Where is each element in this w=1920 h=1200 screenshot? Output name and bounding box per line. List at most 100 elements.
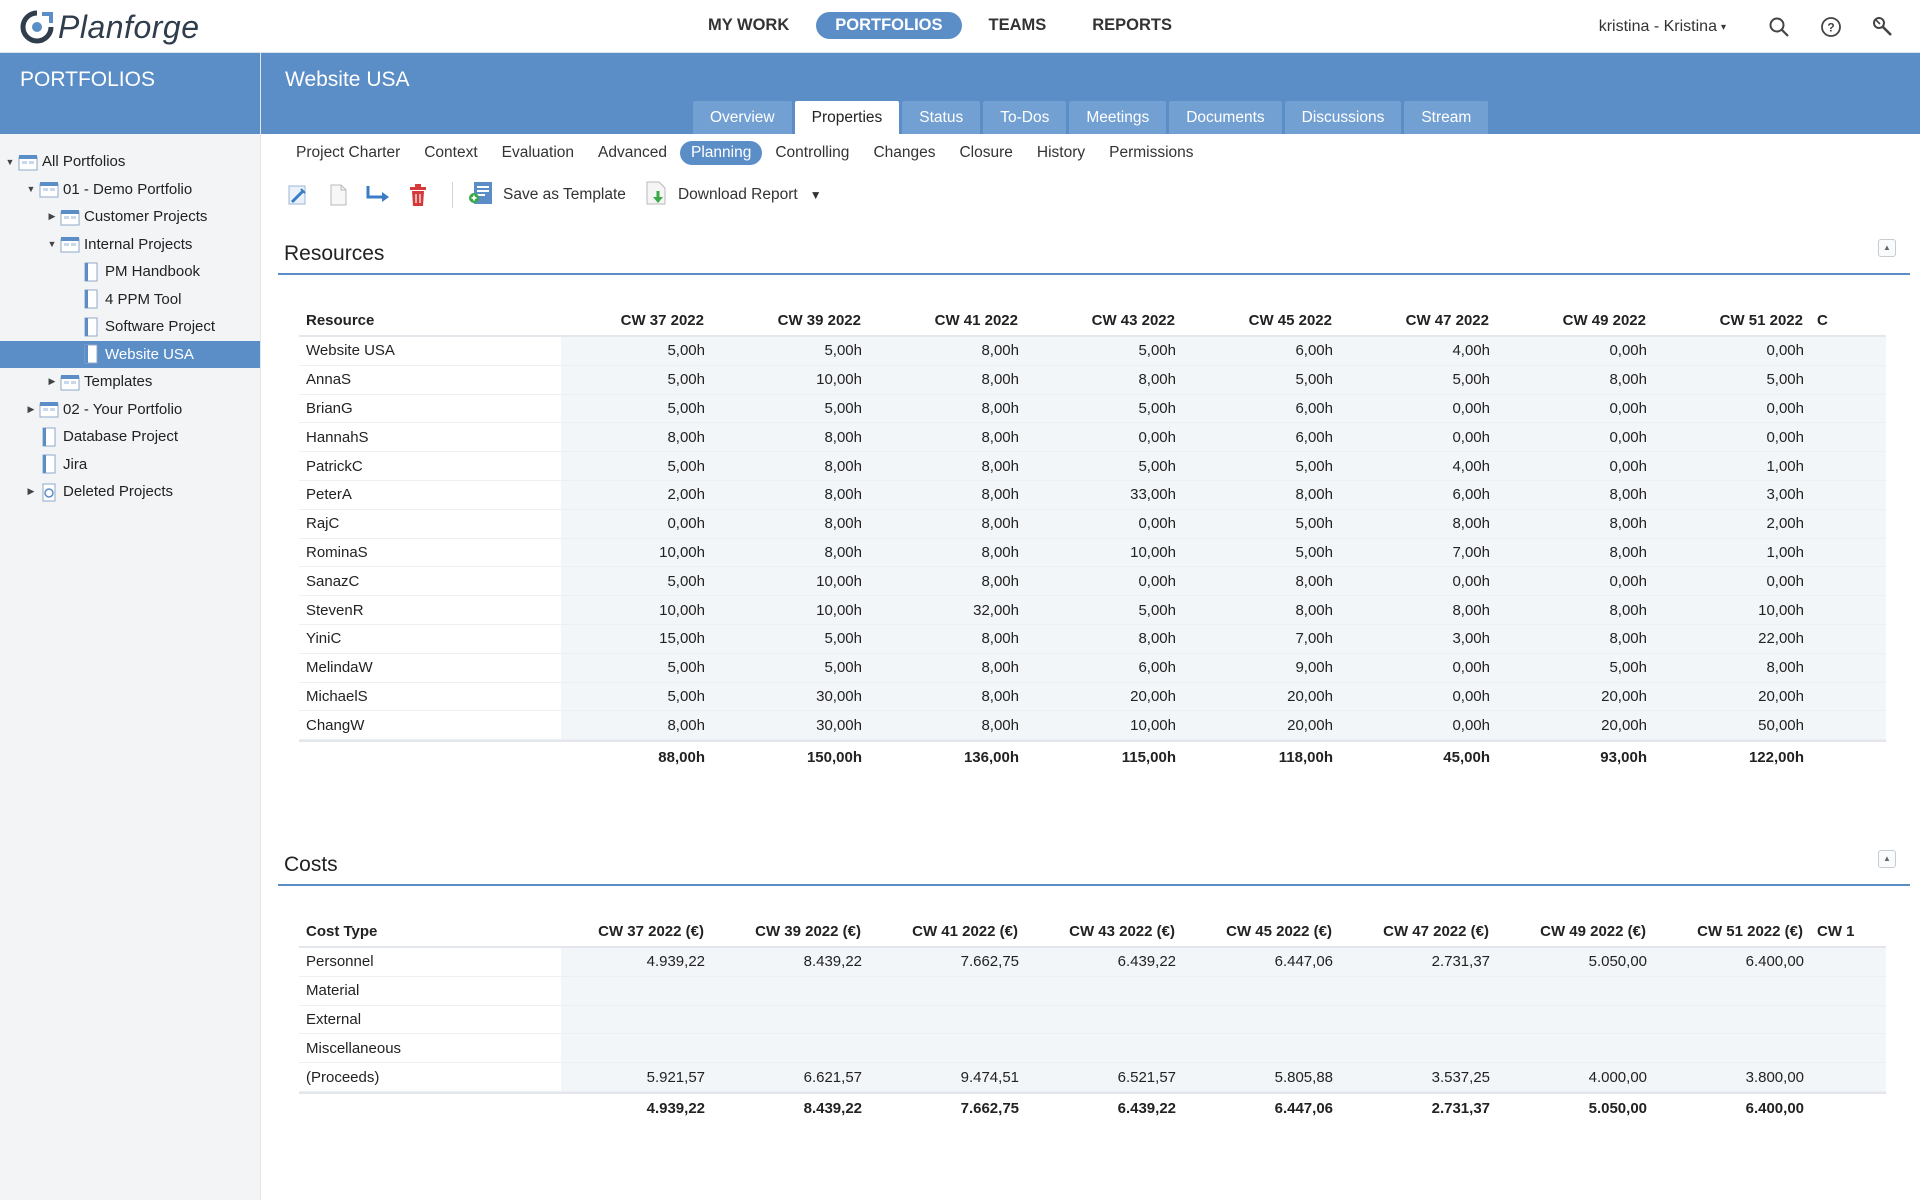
- tree-item-01-demo-portfolio[interactable]: ▼ 01 - Demo Portfolio: [0, 176, 260, 204]
- cell-value[interactable]: 8,00h: [875, 342, 1032, 360]
- cell-value[interactable]: 0,00h: [1346, 659, 1503, 677]
- download-report-button[interactable]: Download Report ▼: [644, 179, 822, 212]
- cell-value[interactable]: 2,00h: [1660, 515, 1817, 533]
- tree-item-deleted-projects[interactable]: ▶ Deleted Projects: [0, 478, 260, 506]
- cell-value[interactable]: 5,00h: [1032, 399, 1189, 417]
- cell-value[interactable]: 10,00h: [1032, 543, 1189, 561]
- cell-value[interactable]: 50,00h: [1660, 716, 1817, 734]
- cell-value[interactable]: 5,00h: [1032, 342, 1189, 360]
- cell-value[interactable]: 4,00h: [1346, 457, 1503, 475]
- cell-value[interactable]: 8,00h: [561, 428, 718, 446]
- help-icon[interactable]: ?: [1816, 14, 1846, 40]
- cell-value[interactable]: 0,00h: [1660, 572, 1817, 590]
- cell-value[interactable]: 8,00h: [1503, 630, 1660, 648]
- cell-value[interactable]: 0,00h: [1660, 342, 1817, 360]
- cell-value[interactable]: 8,00h: [1189, 486, 1346, 504]
- nav-portfolios[interactable]: PORTFOLIOS: [816, 12, 962, 39]
- tree-item-internal-projects[interactable]: ▼ Internal Projects: [0, 231, 260, 259]
- cell-value[interactable]: 8,00h: [875, 457, 1032, 475]
- collapsed-arrow-icon[interactable]: ▶: [27, 486, 35, 497]
- nav-my-work[interactable]: MY WORK: [707, 16, 790, 34]
- cell-value[interactable]: 10,00h: [1032, 716, 1189, 734]
- tab-status[interactable]: Status: [902, 101, 981, 134]
- subtab-changes[interactable]: Changes: [873, 144, 936, 161]
- cell-value[interactable]: 0,00h: [1346, 687, 1503, 705]
- subtab-history[interactable]: History: [1036, 144, 1086, 161]
- cell-value[interactable]: 0,00h: [1660, 428, 1817, 446]
- cell-value[interactable]: 5,00h: [1189, 515, 1346, 533]
- cell-value[interactable]: 9.474,51: [875, 1068, 1032, 1086]
- cell-value[interactable]: 6,00h: [1189, 342, 1346, 360]
- expanded-arrow-icon[interactable]: ▼: [47, 239, 57, 250]
- cell-value[interactable]: 3.800,00: [1660, 1068, 1817, 1086]
- cell-value[interactable]: 0,00h: [561, 515, 718, 533]
- cell-value[interactable]: 0,00h: [1503, 572, 1660, 590]
- cell-value[interactable]: 5,00h: [718, 630, 875, 648]
- tree-item-jira[interactable]: Jira: [0, 451, 260, 479]
- cell-value[interactable]: 5.050,00: [1503, 953, 1660, 971]
- cell-value[interactable]: 5,00h: [1189, 371, 1346, 389]
- cell-value[interactable]: 20,00h: [1189, 716, 1346, 734]
- cell-value[interactable]: 10,00h: [718, 371, 875, 389]
- cell-value[interactable]: 10,00h: [718, 572, 875, 590]
- cell-value[interactable]: 8,00h: [718, 486, 875, 504]
- tree-item-website-usa[interactable]: Website USA: [0, 340, 260, 368]
- cell-value[interactable]: 6.439,22: [1032, 953, 1189, 971]
- nav-reports[interactable]: REPORTS: [1092, 16, 1173, 34]
- cell-value[interactable]: 8,00h: [1346, 601, 1503, 619]
- cell-value[interactable]: 8,00h: [718, 543, 875, 561]
- tree-item-02-your-portfolio[interactable]: ▶ 02 - Your Portfolio: [0, 396, 260, 424]
- cell-value[interactable]: 8,00h: [1503, 543, 1660, 561]
- cell-value[interactable]: 8,00h: [875, 543, 1032, 561]
- cell-value[interactable]: 5,00h: [561, 399, 718, 417]
- cell-value[interactable]: 8,00h: [1503, 601, 1660, 619]
- cell-value[interactable]: 0,00h: [1346, 572, 1503, 590]
- cell-value[interactable]: 3,00h: [1660, 486, 1817, 504]
- cell-value[interactable]: 5,00h: [561, 659, 718, 677]
- nav-teams[interactable]: TEAMS: [988, 16, 1047, 34]
- cell-value[interactable]: 5,00h: [718, 399, 875, 417]
- cell-value[interactable]: 8,00h: [875, 572, 1032, 590]
- tree-item-database-project[interactable]: Database Project: [0, 423, 260, 451]
- subtab-planning[interactable]: Planning: [680, 141, 763, 165]
- cell-value[interactable]: 1,00h: [1660, 457, 1817, 475]
- user-menu[interactable]: kristina - Kristina ▾: [1599, 18, 1726, 36]
- cell-value[interactable]: 8,00h: [1660, 659, 1817, 677]
- tab-overview[interactable]: Overview: [693, 101, 792, 134]
- cell-value[interactable]: 1,00h: [1660, 543, 1817, 561]
- search-icon[interactable]: [1764, 14, 1794, 40]
- tree-item-customer-projects[interactable]: ▶ Customer Projects: [0, 203, 260, 231]
- app-logo[interactable]: Planforge: [20, 8, 199, 46]
- cell-value[interactable]: 4.939,22: [561, 953, 718, 971]
- save-as-template-button[interactable]: Save as Template: [467, 179, 626, 212]
- copy-icon[interactable]: [318, 178, 358, 212]
- subtab-controlling[interactable]: Controlling: [775, 144, 850, 161]
- cell-value[interactable]: 10,00h: [718, 601, 875, 619]
- cell-value[interactable]: 8,00h: [1189, 572, 1346, 590]
- cell-value[interactable]: 5,00h: [561, 342, 718, 360]
- cell-value[interactable]: 0,00h: [1660, 399, 1817, 417]
- cell-value[interactable]: 3.537,25: [1346, 1068, 1503, 1086]
- cell-value[interactable]: 8,00h: [875, 659, 1032, 677]
- tab-properties[interactable]: Properties: [794, 101, 900, 134]
- collapsed-arrow-icon[interactable]: ▶: [48, 211, 56, 222]
- cell-value[interactable]: 0,00h: [1032, 515, 1189, 533]
- cell-value[interactable]: 8,00h: [875, 399, 1032, 417]
- cell-value[interactable]: 6,00h: [1189, 428, 1346, 446]
- cell-value[interactable]: 33,00h: [1032, 486, 1189, 504]
- cell-value[interactable]: 5,00h: [1032, 457, 1189, 475]
- tab-to-dos[interactable]: To-Dos: [983, 101, 1067, 134]
- move-icon[interactable]: [358, 178, 398, 212]
- cell-value[interactable]: 8,00h: [1503, 515, 1660, 533]
- tab-stream[interactable]: Stream: [1404, 101, 1489, 134]
- subtab-project-charter[interactable]: Project Charter: [296, 144, 401, 161]
- cell-value[interactable]: 10,00h: [561, 601, 718, 619]
- cell-value[interactable]: 0,00h: [1346, 428, 1503, 446]
- cell-value[interactable]: 8,00h: [875, 486, 1032, 504]
- cell-value[interactable]: 8,00h: [875, 716, 1032, 734]
- tree-item-all-portfolios[interactable]: ▼ All Portfolios: [0, 148, 260, 176]
- cell-value[interactable]: 2.731,37: [1346, 953, 1503, 971]
- cell-value[interactable]: 5,00h: [561, 457, 718, 475]
- expanded-arrow-icon[interactable]: ▼: [5, 156, 15, 167]
- tree-item-software-project[interactable]: Software Project: [0, 313, 260, 341]
